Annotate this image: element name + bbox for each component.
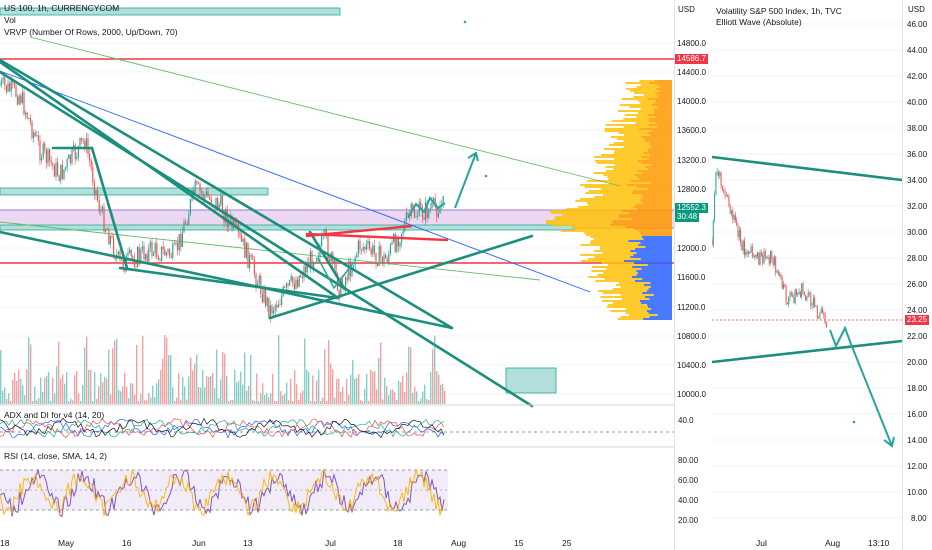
- price-tick: 14800.0: [677, 39, 706, 48]
- volume-legend[interactable]: Vol: [4, 15, 16, 25]
- price-tick: 42.00: [907, 72, 928, 81]
- x-label: Jun: [192, 538, 206, 548]
- x-label: 16: [122, 538, 132, 548]
- rsi-indicator: [0, 467, 445, 518]
- vix-chart-pane[interactable]: Volatility S&P 500 Index, 1h, TVC Elliot…: [712, 0, 902, 550]
- wave-path[interactable]: [407, 196, 446, 219]
- price-tick: 16.00: [907, 410, 928, 419]
- price-tick: 32.00: [907, 202, 928, 211]
- adx-indicator: [0, 417, 445, 439]
- us100-chart-pane[interactable]: US 100, 1h, CURRENCYCOM Vol VRVP (Number…: [0, 0, 674, 550]
- wedge-trendlines[interactable]: [0, 58, 534, 408]
- x-label: 25: [562, 538, 572, 548]
- supply-zone-box[interactable]: [0, 187, 269, 196]
- x-label: 13: [243, 538, 253, 548]
- vix-price-tag: 23.25: [905, 315, 930, 325]
- price-tick: 28.00: [907, 254, 928, 263]
- price-tick: 30.00: [907, 228, 928, 237]
- price-tick: 26.00: [907, 280, 928, 289]
- us100-chart-canvas[interactable]: [0, 0, 674, 550]
- rsi-tick: 80.00: [678, 456, 699, 465]
- rsi-tick: 40.00: [678, 496, 699, 505]
- volume-bars: [0, 335, 446, 404]
- rsi-tick: 20.00: [678, 516, 699, 525]
- x-label: Jul: [325, 538, 336, 548]
- price-tick: 34.00: [907, 176, 928, 185]
- price-tick: 10000.0: [677, 390, 706, 399]
- rsi-tick: 60.00: [678, 476, 699, 485]
- x-label: 18: [393, 538, 403, 548]
- price-tick: 38.00: [907, 124, 928, 133]
- top-zone-box[interactable]: [0, 7, 341, 16]
- elliott-wave-legend[interactable]: Elliott Wave (Absolute): [716, 17, 802, 27]
- red-wedge-lines[interactable]: [305, 224, 449, 242]
- price-tick: 11600.0: [677, 273, 706, 282]
- price-tick: 14000.0: [677, 97, 706, 106]
- price-tick: 13200.0: [677, 156, 706, 165]
- price-tick: 12.00: [907, 462, 928, 471]
- price-tick: 12000.0: [677, 244, 706, 253]
- target-zone-box[interactable]: [505, 367, 557, 394]
- vix-projection-arrow[interactable]: [829, 325, 893, 447]
- countdown-tag: 30:48: [675, 212, 700, 222]
- adx-legend[interactable]: ADX and DI for v4 (14, 20): [4, 410, 105, 420]
- green-trend-line[interactable]: [29, 36, 621, 187]
- blue-trend-line[interactable]: [0, 70, 591, 293]
- currency-label: USD: [678, 5, 695, 14]
- projection-arrow[interactable]: [454, 152, 477, 209]
- vix-chart-canvas[interactable]: [712, 0, 902, 550]
- x-label: 13:10: [868, 538, 890, 548]
- chart-title[interactable]: US 100, 1h, CURRENCYCOM: [4, 3, 120, 13]
- x-label: Jul: [756, 538, 767, 548]
- vix-candles: [712, 168, 827, 328]
- price-tick: 10800.0: [677, 332, 706, 341]
- currency-label: USD: [908, 5, 925, 14]
- price-tick: 10400.0: [677, 361, 706, 370]
- x-label: May: [58, 538, 75, 548]
- vix-chart-title[interactable]: Volatility S&P 500 Index, 1h, TVC: [716, 6, 842, 16]
- adx-tick: 40.0: [678, 416, 694, 425]
- rsi-legend[interactable]: RSI (14, close, SMA, 14, 2): [4, 451, 107, 461]
- x-label: Aug: [825, 538, 841, 548]
- price-tick: 24.00: [907, 306, 928, 315]
- price-tick: 14400.0: [677, 68, 706, 77]
- price-tick: 44.00: [907, 46, 928, 55]
- vix-price-axis[interactable]: USD 46.00 44.00 42.00 40.00 38.00 36.00 …: [902, 0, 932, 550]
- price-tick: 8.00: [911, 514, 927, 523]
- price-tick: 13600.0: [677, 126, 706, 135]
- volume-profile: [545, 80, 672, 320]
- price-tick: 22.00: [907, 332, 928, 341]
- vix-channel-lines[interactable]: [712, 155, 902, 364]
- price-tick: 14.00: [907, 436, 928, 445]
- value-area-zone: [0, 210, 674, 228]
- current-price-tag: 12552.3: [675, 203, 708, 213]
- price-tick: 12800.0: [677, 185, 706, 194]
- price-tick: 40.00: [907, 98, 928, 107]
- x-label: 15: [514, 538, 524, 548]
- x-label: Aug: [451, 538, 467, 548]
- vrvp-legend[interactable]: VRVP (Number Of Rows, 2000, Up/Down, 70): [4, 27, 178, 37]
- resistance-price-tag: 14586.7: [675, 54, 708, 64]
- price-tick: 18.00: [907, 384, 928, 393]
- price-tick: 36.00: [907, 150, 928, 159]
- us100-price-axis[interactable]: USD 14800.0 14586.7 14400.0 14000.0 1360…: [674, 0, 713, 550]
- price-tick: 10.00: [907, 488, 928, 497]
- x-label: 18: [0, 538, 10, 548]
- price-tick: 20.00: [907, 358, 928, 367]
- price-tick: 46.00: [907, 20, 928, 29]
- price-tick: 11200.0: [677, 303, 706, 312]
